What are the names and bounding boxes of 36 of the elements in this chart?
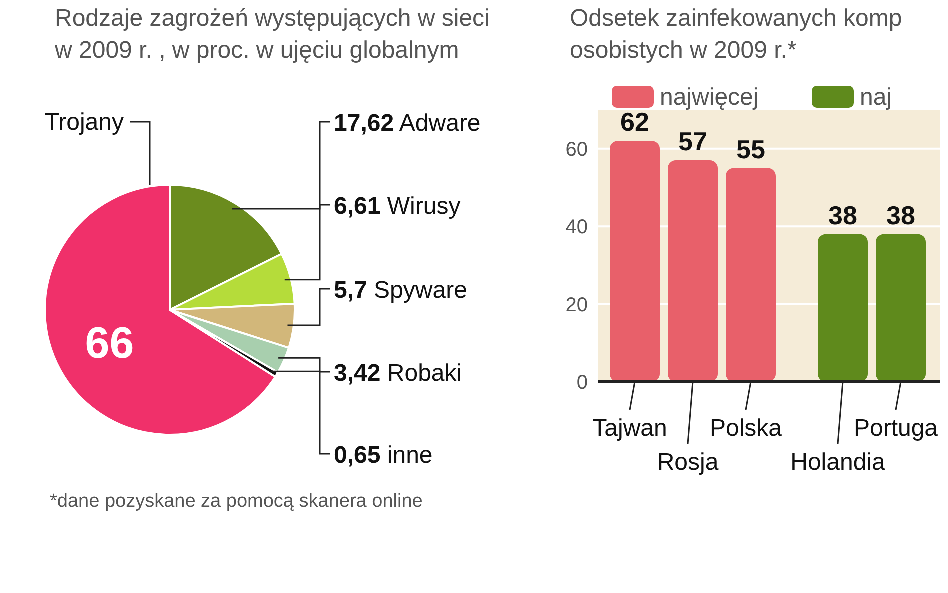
- slice-label: Wirusy: [380, 193, 461, 220]
- x-tick-label: Holandia: [790, 449, 886, 476]
- bar: [726, 168, 776, 382]
- slice-label: Spyware: [367, 277, 468, 304]
- bar: [876, 234, 926, 382]
- y-tick-label: 20: [566, 294, 588, 316]
- data-label: 38: [886, 200, 916, 230]
- data-label: 57: [678, 126, 708, 157]
- slice-label: Robaki: [380, 360, 462, 387]
- data-label: 3,42: [334, 360, 381, 387]
- y-tick-label: 0: [576, 372, 588, 394]
- chart-title: Rodzaje zagrożeń występujących w sieci w 2009 r. , w proc. w ujęciu globalnym: [54, 5, 490, 64]
- data-label: 17,62: [334, 110, 394, 137]
- data-label: 62: [620, 107, 650, 138]
- data-label: 55: [736, 134, 766, 164]
- chart-title: Odsetek zainfekowanych komp osobistych w 2009 r.*: [570, 5, 902, 64]
- data-label: 6,61: [334, 193, 381, 220]
- bar: [818, 234, 868, 382]
- bar: [610, 141, 660, 382]
- slice-label: inne: [380, 442, 433, 469]
- text: *dane pozyskane za pomocą skanera online: [50, 491, 423, 512]
- x-tick-label: Portuga: [854, 415, 939, 442]
- x-tick-label: Rosja: [657, 449, 720, 476]
- legend-label: najwięcej: [660, 84, 759, 111]
- data-label: 5,7: [334, 277, 368, 304]
- y-tick-label: 40: [566, 216, 588, 239]
- slice-label: Trojany: [44, 109, 124, 136]
- slice-label: Adware: [394, 110, 481, 137]
- x-tick-label: Tajwan: [592, 415, 668, 442]
- y-tick-label: 60: [566, 138, 588, 161]
- data-label: 38: [828, 200, 858, 230]
- data-label: 0,65: [334, 442, 381, 469]
- legend-label: naj: [860, 84, 892, 111]
- x-tick-label: Polska: [710, 415, 783, 442]
- data-label: 66: [85, 319, 134, 368]
- bar: [668, 160, 718, 382]
